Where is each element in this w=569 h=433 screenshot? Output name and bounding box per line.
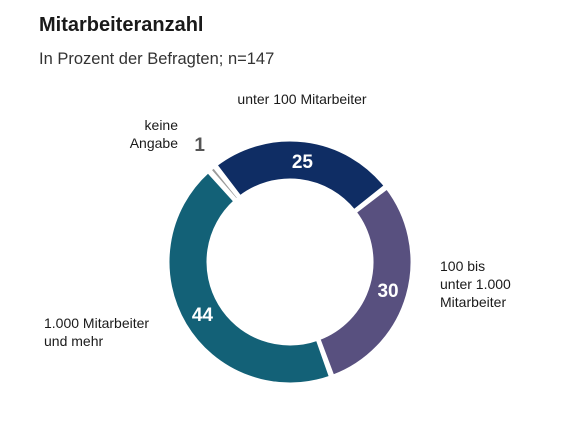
slice-3: [207, 164, 241, 203]
slice-value-0: 25: [292, 152, 314, 173]
slice-label-3: keine Angabe: [130, 117, 178, 151]
slice-label-0: unter 100 Mitarbeiter: [237, 91, 367, 107]
chart-title: Mitarbeiteranzahl: [39, 14, 204, 36]
slice-label-2: 1.000 Mitarbeiter und mehr: [44, 315, 149, 349]
chart-subtitle: In Prozent der Befragten; n=147: [39, 50, 275, 68]
slice-1: [316, 185, 414, 379]
slice-2: [166, 169, 333, 386]
slice-value-1: 30: [377, 281, 398, 302]
slice-value-3: 1: [194, 135, 205, 156]
slice-value-2: 44: [192, 305, 214, 326]
slice-label-1: 100 bis unter 1.000 Mitarbeiter: [440, 258, 511, 310]
slice-0: [213, 138, 388, 213]
